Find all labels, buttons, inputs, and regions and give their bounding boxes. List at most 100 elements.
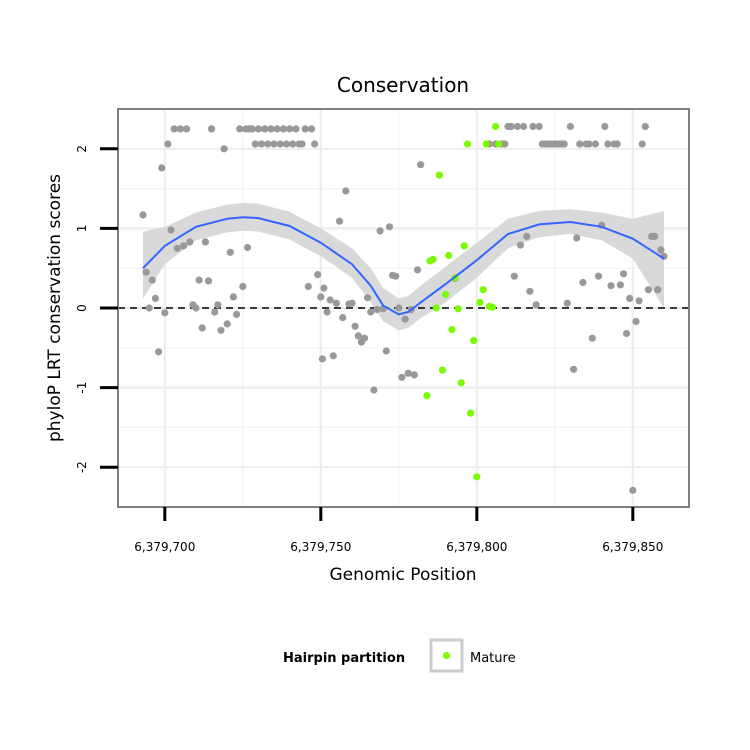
other-point — [376, 227, 384, 235]
other-point — [179, 242, 188, 250]
x-axis: 6,379,700 6,379,750 6,379,800 6,379,850 — [134, 507, 663, 554]
mature-point — [473, 473, 481, 481]
other-point — [585, 140, 593, 148]
other-point — [195, 276, 203, 284]
other-point — [332, 299, 340, 307]
y-axis-label: phyloP LRT conservation scores — [45, 174, 65, 442]
other-point — [619, 270, 628, 278]
other-point — [513, 122, 522, 131]
mature-point — [460, 242, 468, 250]
other-point — [261, 125, 269, 133]
mature-point — [457, 379, 465, 387]
other-point — [351, 322, 359, 330]
other-point — [588, 334, 596, 342]
other-point — [510, 272, 518, 280]
other-point — [311, 140, 319, 148]
mature-point — [445, 251, 453, 260]
x-axis-label: Genomic Position — [329, 565, 476, 585]
other-point — [192, 304, 200, 312]
other-point — [282, 140, 291, 148]
other-point — [623, 329, 631, 338]
other-point — [248, 125, 256, 133]
other-point — [176, 125, 184, 133]
mature-point — [435, 171, 443, 179]
legend-mature-dot — [442, 651, 451, 660]
other-point — [142, 268, 150, 276]
other-point — [604, 140, 612, 148]
other-point — [323, 308, 331, 316]
mature-point — [482, 140, 490, 148]
other-point — [204, 277, 213, 285]
other-point — [654, 286, 662, 294]
other-point — [161, 309, 169, 317]
other-point — [279, 125, 287, 133]
other-point — [170, 125, 178, 133]
other-point — [243, 243, 252, 252]
mature-point — [476, 298, 484, 306]
other-point — [410, 371, 418, 379]
x-tick-label: 6,379,750 — [290, 540, 351, 554]
y-tick-label: 1 — [75, 225, 89, 233]
other-point — [566, 122, 575, 131]
other-point — [404, 369, 412, 377]
y-tick-label: -2 — [75, 461, 89, 473]
other-point — [370, 386, 378, 394]
other-point — [167, 226, 175, 234]
other-point — [320, 284, 328, 292]
legend-entry-mature: Mature — [470, 651, 516, 666]
other-point — [292, 125, 300, 133]
other-point — [273, 125, 281, 133]
other-point — [317, 293, 325, 301]
other-point — [158, 164, 166, 172]
y-axis: -2 -1 0 1 2 — [75, 145, 118, 473]
other-point — [139, 211, 147, 219]
other-point — [632, 317, 640, 326]
other-point — [616, 281, 625, 289]
other-point — [626, 294, 634, 302]
other-point — [385, 223, 394, 231]
other-point — [644, 286, 653, 294]
other-point — [576, 140, 584, 148]
mature-point — [429, 255, 437, 263]
other-point — [529, 122, 537, 131]
data-points — [139, 122, 668, 494]
mature-point — [454, 305, 462, 313]
x-tick-label: 6,379,700 — [134, 540, 195, 554]
other-point — [289, 140, 297, 148]
other-point — [573, 234, 581, 242]
mature-point — [479, 286, 487, 294]
mature-point — [438, 366, 447, 374]
other-point — [635, 297, 643, 305]
plot-area — [117, 108, 690, 508]
other-point — [657, 246, 665, 254]
other-point — [392, 272, 400, 280]
other-point — [367, 308, 375, 316]
mature-point — [423, 392, 431, 400]
other-point — [183, 125, 191, 133]
other-point — [501, 140, 509, 148]
other-point — [211, 308, 219, 316]
other-point — [251, 140, 259, 148]
other-point — [236, 125, 244, 133]
other-point — [364, 294, 372, 302]
other-point — [516, 241, 525, 249]
other-point — [398, 373, 406, 381]
legend: Hairpin partition Mature — [283, 638, 516, 673]
other-point — [229, 293, 237, 301]
other-point — [276, 140, 284, 148]
other-point — [570, 365, 578, 373]
other-point — [591, 140, 600, 148]
other-point — [198, 324, 206, 332]
other-point — [523, 232, 531, 240]
mature-point — [463, 140, 472, 148]
other-point — [155, 348, 163, 356]
smooth-line — [142, 216, 665, 316]
confidence-band — [143, 202, 664, 331]
other-point — [342, 187, 350, 195]
other-point — [520, 122, 528, 131]
other-point — [579, 278, 587, 287]
other-point — [254, 125, 262, 133]
other-point — [318, 355, 326, 363]
other-point — [257, 140, 266, 148]
